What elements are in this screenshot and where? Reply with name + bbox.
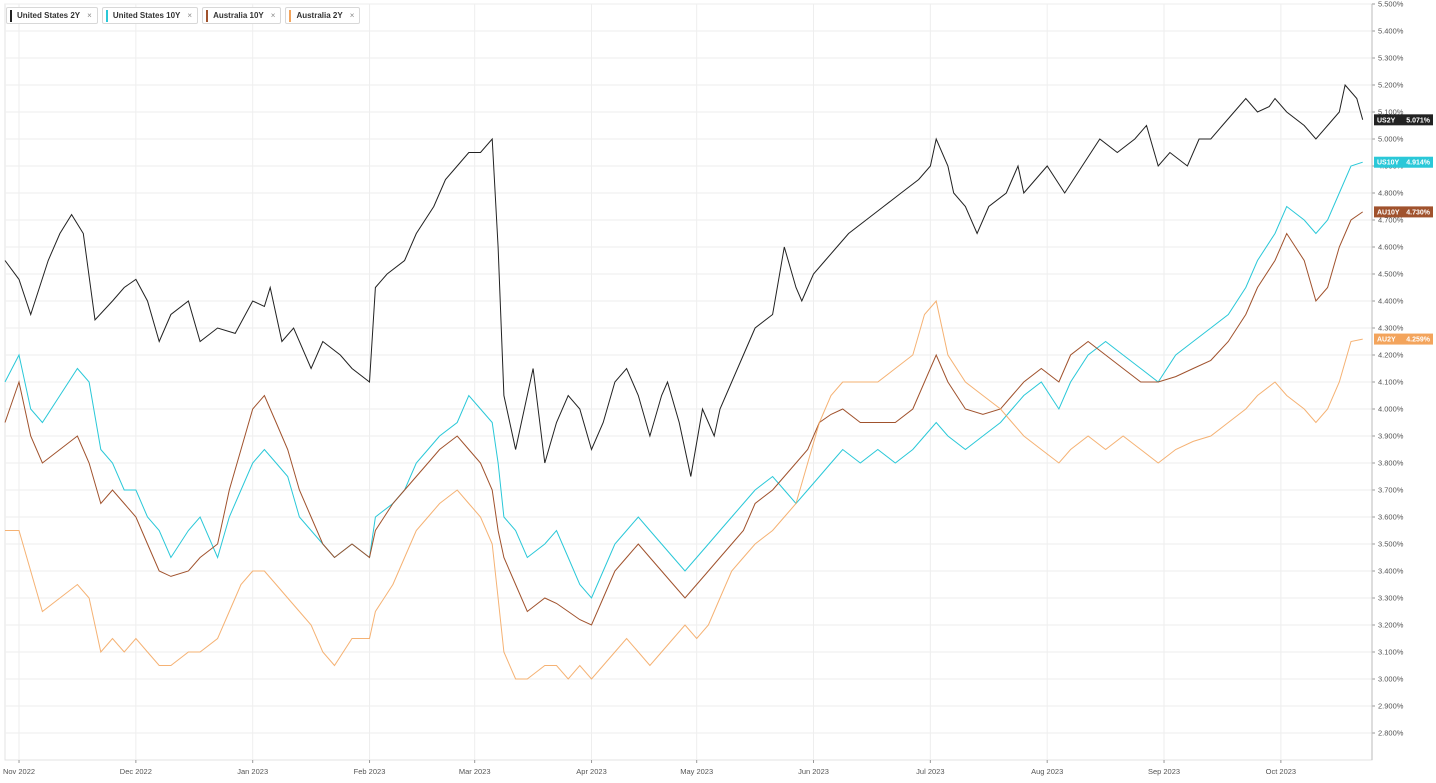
x-tick-label: May 2023 [680, 767, 713, 776]
y-tick-label: 3.800% [1378, 459, 1404, 468]
y-tick-label: 3.100% [1378, 648, 1404, 657]
x-tick-label: Aug 2023 [1031, 767, 1063, 776]
end-label-value: 4.914% [1406, 160, 1431, 167]
close-icon[interactable]: × [349, 11, 355, 20]
y-tick-label: 3.700% [1378, 486, 1404, 495]
y-tick-label: 3.200% [1378, 621, 1404, 630]
y-tick-label: 5.200% [1378, 81, 1404, 90]
y-tick-label: 5.300% [1378, 54, 1404, 63]
y-tick-label: 5.500% [1378, 0, 1404, 9]
y-tick-label: 4.300% [1378, 324, 1404, 333]
close-icon[interactable]: × [187, 11, 193, 20]
x-tick-label: Oct 2023 [1266, 767, 1296, 776]
end-label-series: AU10Y [1377, 209, 1400, 216]
legend: United States 2Y × United States 10Y × Austr… [6, 7, 361, 24]
end-label-au2y: AU2Y 4.259% [1374, 333, 1433, 345]
x-tick-label: Feb 2023 [354, 767, 386, 776]
x-tick-label: Jan 2023 [237, 767, 268, 776]
y-tick-label: 5.100% [1378, 108, 1404, 117]
x-tick-label: Dec 2022 [120, 767, 152, 776]
x-tick-label: Jun 2023 [798, 767, 829, 776]
legend-swatch [10, 9, 12, 22]
x-tick-label: Sep 2023 [1148, 767, 1180, 776]
close-icon[interactable]: × [270, 11, 276, 20]
x-tick-label: Mar 2023 [459, 767, 491, 776]
y-tick-label: 4.600% [1378, 243, 1404, 252]
y-tick-label: 2.800% [1378, 729, 1404, 738]
legend-chip-1[interactable]: United States 10Y × [101, 7, 199, 24]
legend-swatch [289, 9, 292, 22]
y-tick-label: 5.000% [1378, 135, 1404, 144]
x-tick-label: Jul 2023 [916, 767, 944, 776]
y-tick-label: 3.300% [1378, 594, 1404, 603]
y-tick-label: 4.100% [1378, 378, 1404, 387]
end-label-au10y: AU10Y 4.730% [1374, 206, 1433, 218]
legend-label: United States 10Y [112, 11, 181, 20]
y-tick-label: 2.900% [1378, 702, 1404, 711]
x-tick-label: Apr 2023 [576, 767, 606, 776]
end-label-us10y: US10Y 4.914% [1374, 156, 1433, 168]
close-icon[interactable]: × [87, 11, 92, 20]
y-tick-label: 3.900% [1378, 432, 1404, 441]
y-tick-label: 3.600% [1378, 513, 1404, 522]
y-tick-label: 4.700% [1378, 216, 1404, 225]
y-tick-label: 4.800% [1378, 189, 1404, 198]
y-tick-label: 5.400% [1378, 27, 1404, 36]
gridlines [5, 3, 1372, 760]
end-label-series: US10Y [1377, 160, 1400, 167]
legend-label: Australia 2Y [296, 11, 343, 20]
series-line-au10y[interactable] [4, 211, 1363, 626]
legend-chip-3[interactable]: Australia 2Y × [285, 7, 361, 24]
y-tick-label: 3.400% [1378, 567, 1404, 576]
series-line-au2y[interactable] [5, 299, 1363, 680]
y-tick-label: 3.000% [1378, 675, 1404, 684]
series-line-us2y[interactable] [4, 83, 1364, 477]
legend-swatch [206, 9, 209, 22]
legend-chip-0[interactable]: United States 2Y × [6, 7, 98, 24]
y-tick-label: 4.000% [1378, 405, 1404, 414]
y-tick-label: 3.500% [1378, 540, 1404, 549]
series-line-us10y[interactable] [4, 161, 1363, 599]
y-tick-label: 4.200% [1378, 351, 1404, 360]
x-tick-label: Nov 2022 [3, 767, 35, 776]
y-tick-label: 4.400% [1378, 297, 1404, 306]
y-tick-label: 4.500% [1378, 270, 1404, 279]
end-label-value: 4.259% [1406, 337, 1431, 344]
end-label-value: 5.071% [1406, 117, 1431, 124]
end-label-series: US2Y [1377, 117, 1396, 124]
end-label-series: AU2Y [1377, 337, 1396, 344]
legend-label: United States 2Y [17, 11, 81, 20]
end-label-us2y: US2Y 5.071% [1374, 114, 1433, 126]
end-label-value: 4.730% [1406, 209, 1431, 216]
legend-label: Australia 10Y [213, 11, 264, 20]
legend-swatch [105, 9, 108, 22]
legend-chip-2[interactable]: Australia 10Y × [202, 7, 282, 24]
